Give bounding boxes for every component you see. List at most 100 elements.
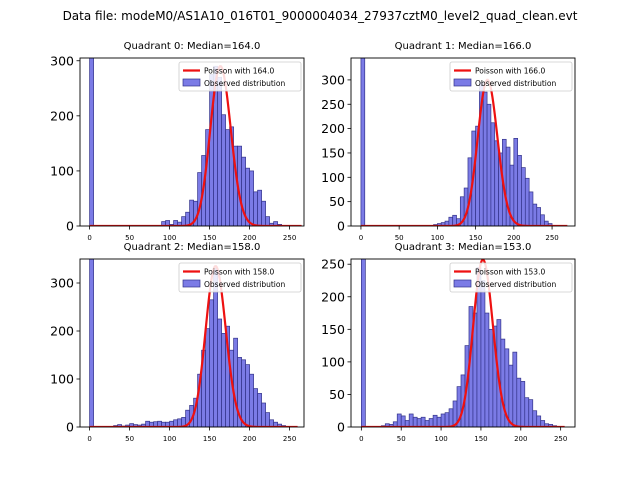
- histogram-bar: [440, 413, 446, 427]
- x-tick-label: 0: [359, 234, 363, 242]
- histogram-bar: [89, 259, 94, 427]
- histogram-bar: [480, 280, 486, 427]
- chart-title: Quadrant 1: Median=166.0: [395, 41, 532, 52]
- chart-title: Quadrant 3: Median=153.0: [395, 242, 532, 253]
- axes-frame: [79, 258, 305, 428]
- histogram-bar: [360, 58, 366, 226]
- histogram-bar: [361, 259, 366, 427]
- y-tick-label: 200: [321, 289, 345, 304]
- histogram-bar: [241, 359, 246, 427]
- legend-label-bars: Observed distribution: [204, 79, 285, 88]
- histogram-bar: [408, 413, 414, 427]
- histogram-bar: [253, 388, 258, 427]
- histogram-bar: [448, 408, 454, 427]
- figure-suptitle: Data file: modeM0/AS1A10_016T01_90000040…: [63, 9, 578, 23]
- histogram-bar: [257, 189, 262, 226]
- histogram-bars: [360, 58, 557, 226]
- x-tick-label: 100: [431, 234, 444, 242]
- x-tick-label: 200: [243, 435, 256, 443]
- y-tick-label: 50: [329, 387, 345, 402]
- x-tick-label: 100: [434, 435, 447, 443]
- y-tick-label: 0: [66, 420, 74, 435]
- histogram-bar: [521, 167, 526, 226]
- histogram-bar: [482, 91, 488, 226]
- legend-bar-swatch: [453, 279, 472, 288]
- y-tick-label: 100: [50, 163, 74, 178]
- chart-title: Quadrant 2: Median=158.0: [124, 242, 261, 253]
- histogram-bar: [484, 312, 490, 427]
- y-tick-label: 100: [50, 372, 74, 387]
- x-tick-label: 50: [395, 234, 404, 242]
- y-tick-label: 250: [321, 97, 345, 112]
- histogram-bar: [540, 214, 545, 226]
- histogram-bar: [448, 216, 454, 226]
- y-tick-label: 300: [50, 276, 74, 291]
- histogram-bar: [488, 328, 494, 427]
- legend-bar-swatch: [182, 279, 201, 288]
- histogram-bar: [205, 328, 210, 427]
- histogram-bar: [494, 140, 499, 226]
- x-tick-label: 250: [545, 234, 558, 242]
- x-tick-label: 50: [125, 234, 134, 242]
- histogram-bar: [490, 122, 496, 226]
- histogram-bar: [436, 416, 442, 427]
- histogram-bar: [253, 191, 258, 226]
- histogram-bar: [265, 412, 270, 427]
- histogram-bar: [528, 191, 534, 226]
- histogram-bar: [257, 393, 262, 427]
- histogram-bar: [209, 299, 214, 427]
- histogram-bar: [420, 416, 426, 427]
- legend-label-curve: Poisson with 164.0: [204, 67, 274, 76]
- histogram-bar: [517, 155, 522, 226]
- quadrant-2-chart: Quadrant 2: Median=158.0 0 50 100 150 200 250 0…: [50, 242, 305, 443]
- x-tick-label: 200: [507, 234, 520, 242]
- y-tick-label: 300: [321, 72, 345, 87]
- histogram-bar: [165, 220, 170, 226]
- histogram-bar: [528, 399, 534, 427]
- x-tick-label: 100: [163, 234, 176, 242]
- histogram-bar: [513, 138, 519, 226]
- x-tick-label: 150: [469, 234, 482, 242]
- histogram-bar: [524, 177, 530, 226]
- legend-label-bars: Observed distribution: [475, 79, 556, 88]
- y-tick-label: 150: [321, 322, 345, 337]
- legend-label-curve: Poisson with 166.0: [475, 67, 545, 76]
- histogram-bars: [89, 58, 286, 226]
- legend-label-curve: Poisson with 158.0: [204, 268, 274, 277]
- chart-title: Quadrant 0: Median=164.0: [124, 41, 261, 52]
- x-tick-label: 200: [243, 234, 256, 242]
- y-tick-label: 0: [337, 219, 345, 234]
- histogram-bar: [412, 416, 418, 427]
- histogram-bar: [512, 351, 518, 427]
- histogram-bar: [516, 377, 522, 427]
- histogram-bar: [428, 418, 434, 427]
- legend: Poisson with 166.0 Observed distribution: [449, 61, 573, 92]
- histogram-bar: [520, 381, 526, 427]
- quadrant-3-chart: Quadrant 3: Median=153.0 0 50 100 150 200 250 0…: [321, 242, 576, 443]
- histogram-bar: [233, 337, 238, 427]
- legend-box: [449, 262, 573, 293]
- histogram-bar: [245, 364, 250, 427]
- x-tick-label: 150: [203, 234, 216, 242]
- histogram-bar: [444, 412, 450, 427]
- y-tick-label: 0: [337, 420, 345, 435]
- histogram-bar: [221, 114, 226, 226]
- legend: Poisson with 158.0 Observed distribution: [178, 262, 302, 293]
- histogram-bar: [486, 103, 492, 226]
- histogram-bar: [536, 207, 541, 226]
- y-tick-label: 150: [321, 145, 345, 160]
- histogram-bar: [500, 338, 506, 427]
- histogram-bar: [265, 216, 270, 226]
- x-tick-label: 150: [474, 435, 487, 443]
- histogram-bar: [532, 203, 538, 226]
- histogram-bar: [432, 414, 438, 427]
- axes-frame: [350, 258, 576, 428]
- x-tick-label: 250: [554, 435, 567, 443]
- axes-frame: [350, 57, 576, 227]
- y-tick-label: 0: [66, 219, 74, 234]
- x-tick-label: 250: [283, 234, 296, 242]
- histogram-bar: [249, 373, 254, 427]
- legend-box: [449, 61, 573, 92]
- legend-bar-swatch: [453, 78, 472, 87]
